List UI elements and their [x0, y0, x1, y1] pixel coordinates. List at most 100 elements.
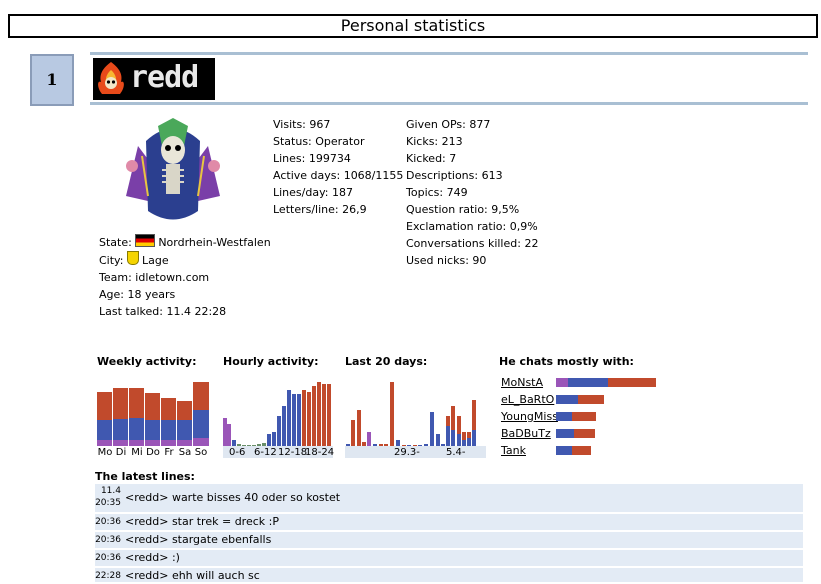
rank-badge: 1: [30, 54, 74, 106]
day-label: So: [194, 447, 208, 458]
stats-left: Visits: 967 Status: Operator Lines: 1997…: [273, 116, 403, 218]
hourly-bar: [317, 382, 321, 446]
last20-heading: Last 20 days:: [345, 355, 428, 368]
hourly-bar: [262, 443, 266, 446]
user-logo: [93, 58, 215, 100]
weekly-bar: [129, 388, 144, 446]
day-label: Di: [115, 447, 127, 458]
day-label: Do: [146, 447, 160, 458]
hourly-bar: [223, 418, 227, 446]
line-text: <redd> warte bisses 40 oder so kostet: [125, 491, 341, 504]
weekly-bar: [145, 393, 160, 446]
latest-line-row: 22:28 <redd> ehh will auch sc: [95, 568, 803, 582]
top-divider: [90, 52, 808, 55]
hourly-bar: [247, 445, 251, 446]
hourly-label: 18-24: [305, 447, 335, 458]
stat-status: Status: Operator: [273, 135, 365, 148]
hourly-bar: [272, 432, 276, 446]
stat-visits: Visits: 967: [273, 118, 331, 131]
day-bar: [379, 444, 383, 446]
page-title: Personal statistics: [8, 14, 818, 38]
last20-days-chart: [345, 380, 486, 446]
hourly-heading: Hourly activity:: [223, 355, 319, 368]
chat-partner-link[interactable]: Tank: [501, 444, 526, 457]
hourly-bar: [277, 416, 281, 446]
chat-partner-link[interactable]: YoungMiss: [501, 410, 558, 423]
state-line: State: Nordrhein-Westfalen: [99, 234, 271, 249]
stat-lines: Lines: 199734: [273, 152, 351, 165]
stat-used-nicks: Used nicks: 90: [406, 254, 487, 267]
age-line: Age: 18 years: [99, 288, 176, 301]
day-bar: [402, 445, 406, 446]
last20-label: 29.3-: [394, 447, 420, 458]
day-bar: [362, 442, 366, 446]
hourly-label: 12-18: [278, 447, 308, 458]
weekly-bar: [161, 398, 176, 446]
day-bar: [413, 445, 417, 446]
stat-lines-per-day: Lines/day: 187: [273, 186, 353, 199]
line-text: <redd> :): [125, 551, 180, 564]
flame-skull-icon: [98, 62, 124, 94]
day-bar: [441, 444, 445, 446]
chat-partner-bar: [556, 412, 596, 421]
chat-partner-link[interactable]: eL_BaRtO: [501, 393, 555, 406]
line-date: 11.4: [100, 486, 121, 496]
hourly-bar: [302, 390, 306, 446]
latest-line-row: 20:36 <redd> :): [95, 550, 803, 566]
chat-partner-link[interactable]: BaDBuTz: [501, 427, 551, 440]
hourly-bar: [227, 424, 231, 446]
line-text: <redd> ehh will auch sc: [125, 569, 260, 582]
bottom-divider: [90, 102, 808, 105]
line-time: 20:36: [95, 553, 121, 563]
hourly-bar: [232, 440, 236, 446]
day-bar: [390, 382, 394, 446]
latest-line-row: 11.4 20:35 <redd> warte bisses 40 oder s…: [95, 484, 803, 512]
day-label: Sa: [178, 447, 192, 458]
chats-heading: He chats mostly with:: [499, 355, 634, 368]
hourly-axis-band: [223, 446, 333, 458]
latest-heading: The latest lines:: [95, 470, 195, 483]
stat-conversations-killed: Conversations killed: 22: [406, 237, 539, 250]
hourly-bar: [322, 384, 326, 446]
stats-right: Given OPs: 877 Kicks: 213 Kicked: 7 Desc…: [406, 116, 538, 269]
day-bar: [367, 432, 371, 446]
day-bar: [430, 412, 434, 446]
stat-kicked: Kicked: 7: [406, 152, 457, 165]
day-bar: [418, 445, 422, 446]
hourly-bar: [297, 394, 301, 446]
stat-letters-per-line: Letters/line: 26,9: [273, 203, 367, 216]
chat-partner-link[interactable]: MoNstA: [501, 376, 544, 389]
day-bar: [462, 432, 466, 446]
hourly-bar: [307, 392, 311, 446]
weekly-bar: [193, 382, 209, 446]
hourly-bar: [287, 390, 291, 446]
day-bar: [357, 410, 361, 446]
chat-partner-bar: [556, 446, 591, 455]
day-bar: [424, 444, 428, 446]
hourly-bar: [252, 445, 256, 446]
day-bar: [446, 416, 450, 446]
team-line: Team: idletown.com: [99, 271, 210, 284]
day-bar: [384, 444, 388, 446]
day-bar: [436, 434, 440, 446]
hourly-bar: [327, 384, 331, 446]
hourly-label: 0-6: [229, 447, 246, 458]
chat-partner-bar: [556, 429, 595, 438]
stat-kicks: Kicks: 213: [406, 135, 463, 148]
hourly-bar: [237, 444, 241, 446]
hourly-label: 6-12: [254, 447, 277, 458]
day-label: Mo: [97, 447, 113, 458]
day-bar: [407, 445, 411, 446]
chat-partner-bar: [556, 378, 656, 387]
day-bar: [451, 406, 455, 446]
stat-exclamation-ratio: Exclamation ratio: 0,9%: [406, 220, 538, 233]
stat-question-ratio: Question ratio: 9,5%: [406, 203, 520, 216]
hourly-bar: [282, 406, 286, 446]
weekly-activity-chart: [97, 380, 210, 446]
line-time: 22:28: [95, 571, 121, 581]
day-bar: [457, 416, 461, 446]
line-time: 20:36: [95, 535, 121, 545]
stat-descriptions: Descriptions: 613: [406, 169, 503, 182]
latest-line-row: 20:36 <redd> stargate ebenfalls: [95, 532, 803, 548]
line-text: <redd> stargate ebenfalls: [125, 533, 272, 546]
